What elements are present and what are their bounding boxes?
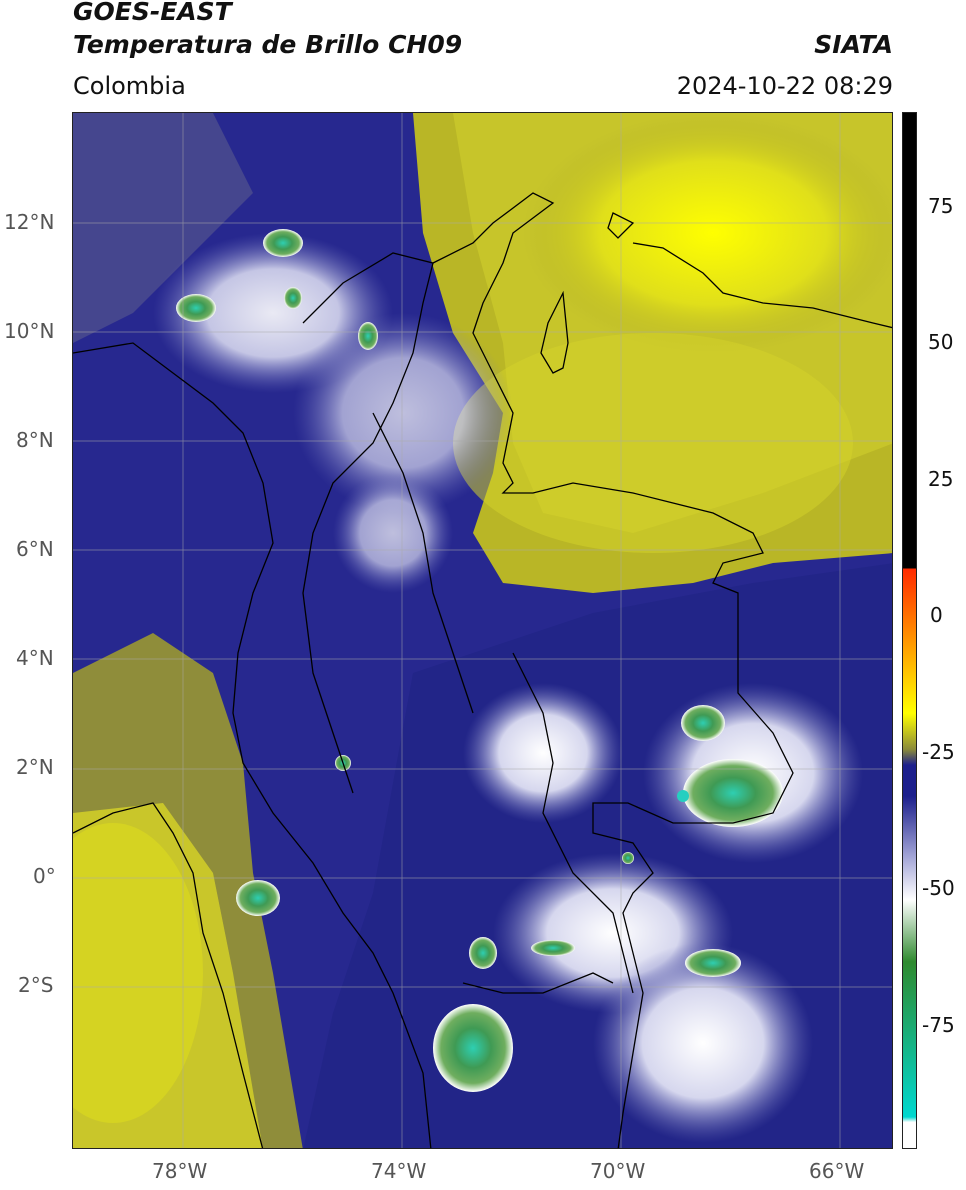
colombia-west-border bbox=[73, 342, 432, 1148]
colorbar-tick-25: 25 bbox=[928, 467, 954, 491]
internal-border bbox=[302, 262, 434, 794]
colorbar-tick-minus25: -25 bbox=[922, 740, 955, 764]
lat-tick-4N: 4°N bbox=[16, 646, 54, 670]
lat-tick-2S: 2°S bbox=[18, 973, 54, 997]
colombia-east-border bbox=[302, 192, 794, 1148]
lat-tick-0: 0° bbox=[33, 864, 56, 888]
satellite-title: GOES-EAST bbox=[73, 0, 232, 26]
colorbar-tick-minus75: -75 bbox=[922, 1013, 955, 1037]
hot-spot-yellow bbox=[523, 113, 892, 353]
colorbar-tick-75: 75 bbox=[928, 194, 954, 218]
lat-tick-8N: 8°N bbox=[16, 428, 54, 452]
agency-label: SIATA bbox=[814, 30, 893, 59]
graticule bbox=[73, 113, 892, 1148]
lat-tick-12N: 12°N bbox=[4, 210, 55, 234]
lake-maracaibo bbox=[540, 290, 569, 374]
datetime-label: 2024-10-22 08:29 bbox=[676, 72, 893, 100]
colorbar-tick-minus50: -50 bbox=[922, 876, 955, 900]
temperature-colorbar bbox=[902, 112, 917, 1149]
satellite-map[interactable] bbox=[72, 112, 893, 1149]
lon-tick-74W: 74°W bbox=[371, 1159, 427, 1183]
lat-tick-2N: 2°N bbox=[16, 755, 54, 779]
borders bbox=[73, 192, 892, 1148]
lat-tick-10N: 10°N bbox=[4, 319, 55, 343]
lon-tick-78W: 78°W bbox=[152, 1159, 208, 1183]
lat-tick-6N: 6°N bbox=[16, 537, 54, 561]
storm-cell bbox=[433, 1004, 513, 1092]
colorbar-tick-50: 50 bbox=[928, 330, 954, 354]
lon-tick-66W: 66°W bbox=[809, 1159, 865, 1183]
ecuador-coast bbox=[73, 802, 264, 1148]
product-title: Temperatura de Brillo CH09 bbox=[73, 30, 463, 59]
colorbar-tick-0: 0 bbox=[930, 603, 943, 627]
map-canvas bbox=[73, 113, 892, 1148]
lon-tick-70W: 70°W bbox=[590, 1159, 646, 1183]
region-label: Colombia bbox=[73, 72, 186, 100]
